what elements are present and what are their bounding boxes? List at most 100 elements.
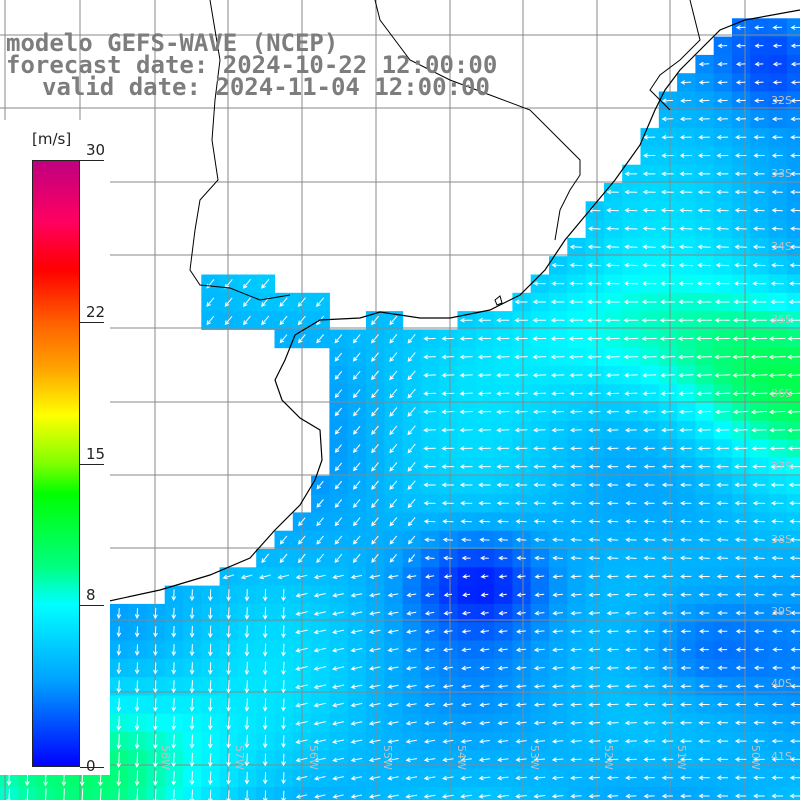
wind-arrow [551, 738, 564, 744]
wind-arrow [551, 793, 564, 799]
wind-arrow [387, 757, 399, 763]
wind-arrow [226, 643, 231, 657]
wind-arrow [697, 427, 711, 433]
wind-arrow [679, 134, 692, 140]
wind-arrow [735, 116, 747, 122]
wind-arrow [134, 644, 140, 656]
wind-arrow [441, 409, 455, 415]
wind-arrow [153, 752, 158, 768]
wind-arrow [570, 464, 582, 470]
wind-arrow [297, 334, 306, 344]
wind-arrow [678, 262, 693, 268]
wind-arrow [496, 317, 510, 323]
wind-arrow [533, 500, 546, 506]
wind-arrow [750, 336, 768, 342]
wind-arrow [281, 625, 286, 639]
wind-arrow [443, 574, 453, 579]
legend-tick-label: 22 [86, 302, 106, 321]
wind-arrow [443, 629, 453, 634]
wind-arrow [588, 738, 601, 744]
lat-label: 34S [771, 240, 792, 253]
wind-arrow [551, 720, 564, 726]
wind-arrow [698, 61, 710, 67]
wind-arrow [134, 788, 140, 800]
wind-arrow [550, 336, 565, 341]
wind-arrow [696, 317, 712, 323]
wind-arrow [405, 702, 417, 708]
lon-label: 51W [675, 745, 688, 770]
wind-arrow [606, 427, 619, 433]
wind-arrow [751, 427, 767, 433]
wind-arrow [734, 500, 747, 506]
wind-arrows [6, 25, 800, 800]
wind-arrow [534, 610, 545, 616]
wind-arrow [624, 738, 637, 744]
wind-arrow [569, 409, 583, 415]
wind-arrow [424, 537, 435, 543]
wind-arrow [153, 680, 158, 694]
wind-arrow [623, 336, 639, 341]
wind-arrow [497, 537, 508, 543]
wind-arrow [352, 334, 361, 344]
wind-arrow [588, 427, 601, 433]
wind-arrow [461, 629, 471, 634]
wind-arrow [714, 317, 731, 323]
wind-arrow [441, 464, 455, 470]
wind-arrow [405, 775, 418, 781]
wind-arrow [515, 738, 527, 744]
wind-arrow [625, 793, 637, 799]
wind-arrow [459, 482, 473, 488]
wind-arrow [334, 425, 342, 435]
wind-arrow [752, 519, 765, 524]
wind-arrow [570, 665, 582, 671]
wind-arrow [643, 519, 655, 524]
wind-arrow [661, 574, 674, 579]
wind-arrow [497, 720, 509, 726]
wind-arrow [281, 680, 286, 694]
wind-arrow [715, 446, 730, 451]
wind-arrow [588, 629, 601, 634]
wind-arrow [625, 629, 637, 634]
wind-arrow [189, 734, 195, 749]
wind-arrow [533, 647, 545, 653]
wind-arrow [334, 389, 343, 399]
wind-arrow [295, 757, 308, 763]
wind-arrow [551, 702, 564, 708]
wind-cell [713, 786, 733, 800]
wind-arrow [515, 500, 528, 506]
wind-arrow [516, 555, 526, 561]
wind-arrow [570, 775, 582, 781]
wind-arrow [441, 354, 455, 360]
wind-arrow [735, 592, 746, 598]
wind-arrow [24, 788, 30, 800]
wind-arrow [371, 407, 379, 417]
wind-arrow [697, 153, 711, 158]
wind-arrow [625, 482, 637, 488]
wind-arrow [771, 702, 783, 707]
wind-arrow [442, 739, 454, 744]
wind-arrow [424, 665, 435, 671]
wind-arrow [281, 607, 286, 620]
wind-arrow [769, 317, 785, 323]
wind-arrow [551, 281, 565, 286]
wind-arrow [771, 793, 784, 799]
wind-arrow [606, 555, 619, 561]
wind-arrow [641, 336, 657, 341]
lon-label: 50W [749, 745, 762, 770]
wind-arrow [533, 775, 546, 781]
wind-arrow [624, 171, 638, 177]
wind-arrow [550, 354, 565, 360]
wind-arrow [514, 354, 528, 360]
wind-arrow [680, 574, 692, 579]
wind-arrow [790, 702, 800, 707]
wind-arrow [405, 684, 417, 689]
wind-arrow [242, 297, 251, 308]
wind-arrow [680, 793, 692, 799]
wind-arrow [790, 116, 800, 122]
wind-arrow [789, 757, 800, 762]
wind-arrow [753, 189, 765, 195]
wind-arrow [716, 464, 729, 470]
wind-arrow [258, 574, 271, 580]
wind-arrow [498, 629, 508, 634]
